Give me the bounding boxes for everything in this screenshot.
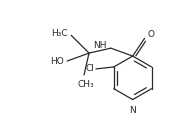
Text: NH: NH xyxy=(93,41,107,50)
Text: HO: HO xyxy=(50,57,64,65)
Text: CH₃: CH₃ xyxy=(78,80,94,89)
Text: O: O xyxy=(148,30,155,39)
Text: Cl: Cl xyxy=(85,64,94,73)
Text: N: N xyxy=(129,106,136,114)
Text: H₃C: H₃C xyxy=(52,29,68,38)
